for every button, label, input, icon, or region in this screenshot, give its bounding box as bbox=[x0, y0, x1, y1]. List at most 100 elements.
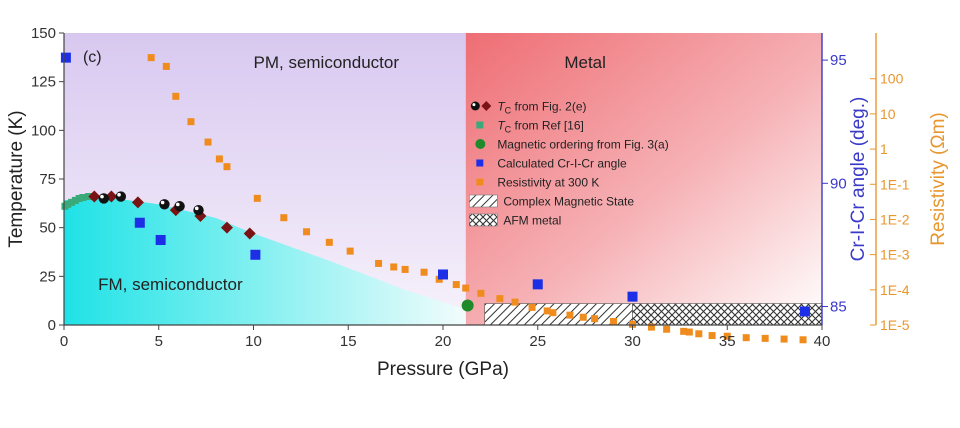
x-tick-label: 30 bbox=[624, 333, 641, 350]
resistivity-point bbox=[579, 313, 587, 321]
resistivity-point bbox=[204, 138, 212, 146]
legend-label: AFM metal bbox=[503, 214, 561, 228]
resistivity-point bbox=[162, 62, 170, 70]
resistivity-point bbox=[799, 336, 807, 344]
angle-point bbox=[799, 306, 810, 317]
legend-item-tc_ref: TC from Ref [16] bbox=[476, 119, 584, 135]
resistivity-point bbox=[172, 92, 180, 100]
resistivity-point bbox=[215, 155, 223, 163]
y-tick-label-temperature: 0 bbox=[48, 317, 56, 334]
region-label-metal: Metal bbox=[564, 53, 606, 72]
x-tick-label: 0 bbox=[60, 333, 68, 350]
legend-label: TC from Ref [16] bbox=[497, 119, 584, 135]
x-axis-title: Pressure (GPa) bbox=[377, 359, 509, 380]
resistivity-point bbox=[742, 334, 750, 342]
legend-label: Complex Magnetic State bbox=[503, 195, 634, 209]
resistivity-point bbox=[566, 311, 574, 319]
resistivity-point bbox=[780, 335, 788, 343]
tc-ref-point bbox=[64, 200, 72, 208]
resistivity-point bbox=[708, 332, 716, 340]
legend-symbol-highlight bbox=[472, 103, 476, 107]
tc-fig2-diamond-point bbox=[220, 221, 233, 234]
y-axis-title-temperature: Temperature (K) bbox=[6, 110, 27, 247]
y-tick-label-resistivity: 1E-5 bbox=[880, 317, 910, 333]
legend-label: Resistivity at 300 K bbox=[497, 176, 599, 190]
resistivity-point bbox=[390, 263, 398, 271]
data-marks bbox=[60, 52, 810, 344]
resistivity-point bbox=[280, 214, 288, 222]
resistivity-point bbox=[610, 317, 618, 325]
x-tick-label: 10 bbox=[245, 333, 262, 350]
angle-point bbox=[60, 52, 71, 63]
tc-fig2-circle-highlight bbox=[117, 192, 121, 197]
tc-fig2-circle-point bbox=[159, 199, 170, 210]
fm-semiconductor-region bbox=[64, 196, 466, 325]
legend-item-tc_fig2: TC from Fig. 2(e) bbox=[470, 100, 587, 116]
resistivity-point bbox=[685, 328, 693, 336]
resistivity-point bbox=[325, 238, 333, 246]
resistivity-point bbox=[452, 281, 460, 289]
resistivity-point bbox=[528, 303, 536, 311]
resistivity-point bbox=[462, 284, 470, 292]
legend-symbol bbox=[476, 178, 484, 186]
tc-ref-point bbox=[75, 194, 83, 202]
resistivity-point bbox=[346, 247, 354, 255]
tc-fig2-circle-highlight bbox=[194, 206, 199, 211]
tc-fig2-circle-point bbox=[174, 201, 185, 212]
resistivity-point bbox=[511, 298, 519, 306]
panel-label: (c) bbox=[83, 49, 102, 66]
tc-fig2-diamond-point bbox=[131, 196, 144, 209]
angle-point bbox=[155, 234, 166, 245]
y-tick-label-resistivity: 10 bbox=[880, 106, 896, 122]
resistivity-point bbox=[549, 309, 557, 317]
tc-fig2-circle-highlight bbox=[160, 200, 165, 205]
resistivity-point bbox=[401, 265, 409, 273]
y-tick-label-resistivity: 1E-1 bbox=[880, 176, 910, 192]
angle-point bbox=[250, 249, 261, 260]
resistivity-point bbox=[253, 194, 261, 202]
y-axis-title-angle: Cr-I-Cr angle (deg.) bbox=[848, 97, 869, 262]
metal-region bbox=[465, 33, 822, 325]
y-tick-label-resistivity: 1 bbox=[880, 141, 888, 157]
resistivity-point bbox=[761, 334, 769, 342]
y-tick-label-angle: 95 bbox=[830, 52, 847, 69]
resistivity-point bbox=[629, 320, 636, 328]
angle-point bbox=[134, 217, 145, 228]
resistivity-point bbox=[647, 323, 655, 331]
tc-fig2-diamond-point bbox=[243, 227, 256, 240]
resistivity-point bbox=[477, 289, 485, 297]
resistivity-point bbox=[187, 118, 195, 126]
y-tick-label-temperature: 125 bbox=[31, 74, 56, 91]
x-tick-label: 15 bbox=[340, 333, 357, 350]
x-tick-label: 40 bbox=[814, 333, 831, 350]
legend: TC from Fig. 2(e) TC from Ref [16] Magneti… bbox=[469, 100, 669, 228]
y-axis-title-resistivity: Resistivity (Ωm) bbox=[928, 112, 949, 245]
resistivity-point bbox=[680, 327, 688, 335]
tc-ref-point bbox=[71, 196, 79, 204]
y-tick-label-angle: 90 bbox=[830, 175, 847, 192]
legend-symbol bbox=[475, 139, 486, 149]
y-tick-label-temperature: 150 bbox=[31, 25, 56, 42]
tc-ref-point bbox=[68, 198, 76, 206]
legend-item-mag_order: Magnetic ordering from Fig. 3(a) bbox=[475, 138, 669, 152]
y-tick-label-temperature: 75 bbox=[39, 171, 56, 188]
x-tick-label: 20 bbox=[435, 333, 452, 350]
legend-symbol bbox=[476, 121, 484, 129]
y-tick-label-resistivity: 1E-3 bbox=[880, 247, 910, 263]
resistivity-point bbox=[695, 330, 703, 338]
resistivity-point bbox=[591, 315, 599, 323]
tc-fig2-circle-point bbox=[115, 191, 127, 202]
region-label-fm: FM, semiconductor bbox=[98, 275, 243, 294]
x-tick-label: 25 bbox=[529, 333, 546, 350]
y-tick-label-resistivity: 1E-4 bbox=[880, 282, 910, 298]
resistivity-point bbox=[303, 228, 311, 236]
hatch-afm bbox=[632, 303, 823, 326]
y-tick-label-temperature: 50 bbox=[39, 220, 56, 237]
tc-fig2-circle-highlight bbox=[100, 194, 104, 199]
legend-item-afm: AFM metal bbox=[469, 214, 561, 228]
magnetic-ordering-point bbox=[461, 299, 474, 312]
resistivity-point bbox=[723, 332, 731, 340]
legend-label: Magnetic ordering from Fig. 3(a) bbox=[497, 138, 668, 152]
y-tick-label-resistivity: 100 bbox=[880, 71, 904, 87]
axes: 0 5 10 15 20 25 30 35 40 0 25 50 75 100 125 150 85 90 95 1E… bbox=[31, 25, 910, 350]
